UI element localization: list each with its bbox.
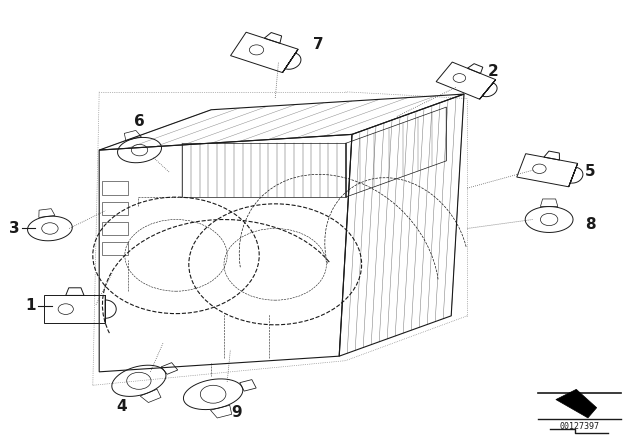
Text: 00127397: 00127397	[559, 422, 599, 431]
Text: 6: 6	[134, 114, 145, 129]
Polygon shape	[556, 389, 596, 418]
Text: 7: 7	[314, 37, 324, 52]
Text: 9: 9	[232, 405, 242, 420]
Text: 4: 4	[116, 399, 127, 414]
Text: 3: 3	[9, 221, 19, 236]
Text: 1: 1	[26, 298, 36, 313]
Text: 2: 2	[488, 64, 498, 79]
Text: 8: 8	[585, 216, 595, 232]
Text: 5: 5	[585, 164, 595, 179]
